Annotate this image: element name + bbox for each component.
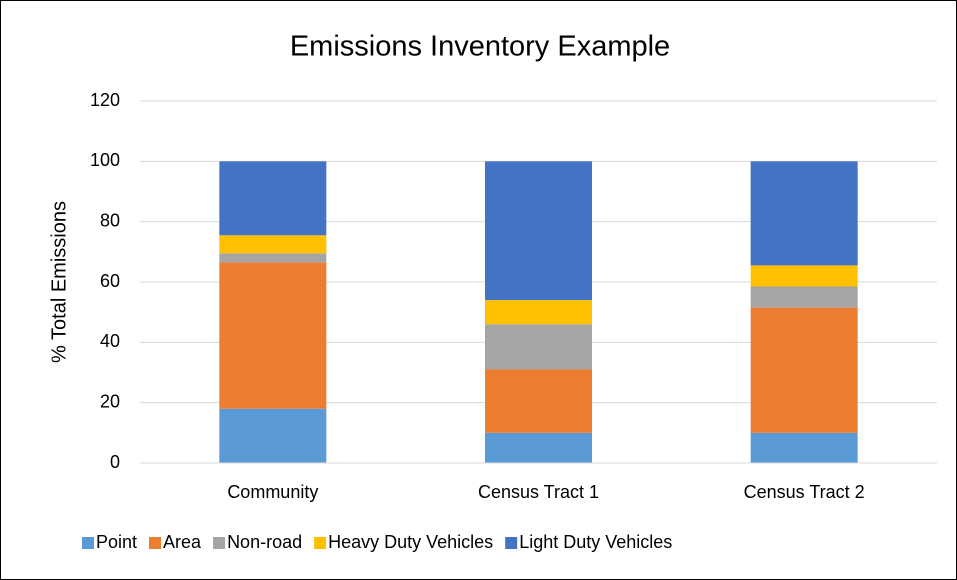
legend-swatch [505, 537, 518, 549]
legend-label: Area [163, 532, 202, 552]
y-axis-label: % Total Emissions [48, 201, 70, 363]
bar-segment [485, 369, 592, 433]
legend-label: Point [96, 532, 137, 552]
y-tick-label: 60 [100, 271, 120, 291]
bar-segment [750, 265, 858, 287]
legend-label: Non-road [227, 532, 302, 552]
bar-segment [219, 262, 327, 409]
bar-segment [219, 161, 327, 236]
y-tick-label: 100 [90, 150, 120, 170]
chart-title: Emissions Inventory Example [290, 31, 670, 63]
bar-segment [219, 408, 327, 463]
bar-segment [750, 307, 858, 433]
bar-segment [750, 161, 858, 266]
bar-segment [219, 253, 327, 263]
bar-segment [219, 235, 327, 254]
y-tick-label: 80 [100, 210, 120, 230]
legend-swatch [82, 537, 94, 549]
x-tick-label: Census Tract 2 [744, 482, 865, 502]
x-tick-label: Community [227, 482, 318, 502]
y-tick-label: 0 [110, 452, 120, 472]
y-tick-label: 40 [100, 331, 120, 351]
legend-label: Light Duty Vehicles [519, 532, 672, 552]
bar-segment [485, 432, 592, 463]
bar-segment [485, 300, 592, 325]
legend-swatch [213, 537, 226, 549]
bar-segment [485, 324, 592, 370]
x-tick-label: Census Tract 1 [478, 482, 599, 502]
legend-label: Heavy Duty Vehicles [328, 532, 493, 552]
bar-segment [750, 432, 858, 463]
y-tick-label: 120 [90, 90, 120, 110]
bar-segment [750, 286, 858, 308]
legend-swatch [314, 537, 327, 549]
bar-segment [485, 161, 592, 301]
y-tick-label: 20 [100, 391, 120, 411]
legend-swatch [149, 537, 162, 549]
